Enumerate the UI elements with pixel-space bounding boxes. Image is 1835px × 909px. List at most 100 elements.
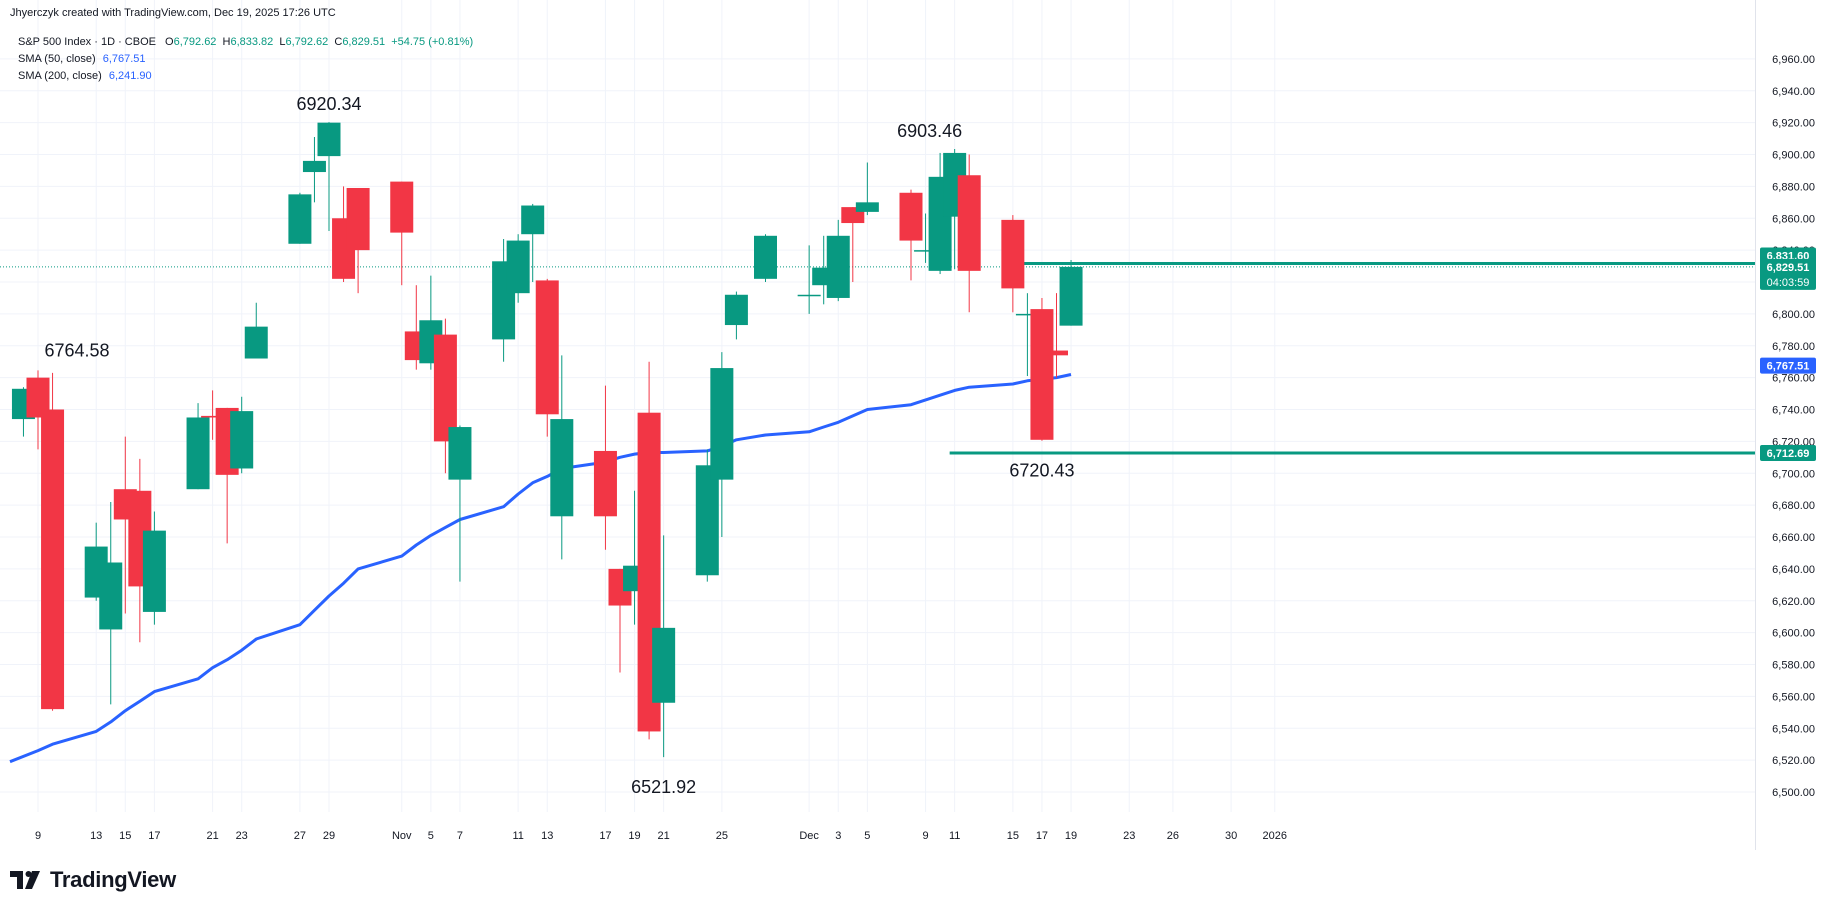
time-tick-label: 9 — [922, 830, 928, 842]
candle-body — [244, 326, 268, 359]
sma50-label: SMA (50, close) — [18, 53, 96, 65]
time-tick-label: 13 — [541, 830, 553, 842]
candle-body — [1030, 309, 1054, 440]
candle — [652, 535, 676, 758]
low-value: 6,792.62 — [285, 36, 329, 48]
price-annotation: 6764.58 — [44, 340, 109, 360]
price-tick-label: 6,540.00 — [1772, 723, 1815, 735]
price-tick-label: 6,960.00 — [1772, 54, 1815, 66]
candle-body — [346, 187, 370, 251]
time-tick-label: 2026 — [1263, 830, 1287, 842]
chart-legend: S&P 500 Index · 1D · CBOE O6,792.62 H6,8… — [18, 34, 473, 85]
candle-body — [521, 205, 545, 235]
close-value: 6,829.51 — [342, 36, 386, 48]
candle-body — [855, 202, 879, 212]
price-annotation: 6903.46 — [897, 121, 962, 141]
price-tick-label: 6,560.00 — [1772, 691, 1815, 703]
time-tick-label: 5 — [864, 830, 870, 842]
candle — [710, 352, 734, 538]
price-tick-label: 6,760.00 — [1772, 373, 1815, 385]
price-tick-label: 6,740.00 — [1772, 405, 1815, 417]
price-annotation: 6521.92 — [631, 777, 696, 797]
price-tick-label: 6,920.00 — [1772, 118, 1815, 130]
candle-body — [288, 194, 312, 244]
candle-body — [317, 122, 341, 157]
sma50-legend-row[interactable]: SMA (50, close) 6,767.51 — [18, 51, 473, 68]
candle-body — [302, 160, 326, 173]
candle — [448, 425, 472, 582]
sma200-value: 6,241.90 — [108, 70, 152, 82]
sma200-legend-row[interactable]: SMA (200, close) 6,241.90 — [18, 68, 473, 85]
ohlc-legend-row[interactable]: S&P 500 Index · 1D · CBOE O6,792.62 H6,8… — [18, 34, 473, 51]
candle — [1015, 293, 1039, 377]
candle-body — [957, 175, 981, 271]
open-label: O — [165, 36, 174, 48]
price-axis: 6,500.00 6,520.00 6,540.00 6,560.00 6,580.00… — [1772, 54, 1815, 799]
candle — [288, 192, 312, 244]
candle-body — [230, 411, 254, 469]
candle — [506, 234, 530, 303]
time-axis: 9 13 15 17 21 23 27 29 Nov 5 7 11 13 17 19 21 25 Dec 3 5 9 11… — [35, 830, 1287, 842]
candle-body — [142, 530, 166, 612]
candles-layer — [11, 122, 1083, 758]
candle — [317, 122, 341, 232]
candle-body — [1015, 313, 1039, 316]
price-annotation: 6720.43 — [1009, 461, 1074, 481]
change-value: +54.75 (+0.81%) — [391, 36, 474, 48]
last-price-tag-bg — [1760, 258, 1816, 290]
last-price-tag: 6,829.51 — [1767, 262, 1810, 274]
candle — [521, 203, 545, 283]
open-value: 6,792.62 — [173, 36, 217, 48]
candle — [1030, 297, 1054, 441]
time-tick-label: 13 — [90, 830, 102, 842]
candle-body — [797, 294, 821, 297]
candle-body — [1045, 350, 1068, 356]
sma-price-tag: 6,767.51 — [1767, 361, 1810, 373]
candle-body — [1001, 219, 1025, 289]
candle-body — [26, 377, 50, 418]
candle — [26, 370, 50, 450]
candle — [724, 291, 748, 340]
price-tick-label: 6,700.00 — [1772, 468, 1815, 480]
candle — [593, 385, 617, 550]
time-tick-label: 3 — [835, 830, 841, 842]
candle-body — [535, 280, 559, 415]
candle — [550, 355, 574, 560]
brand-name: TradingView — [50, 867, 176, 892]
tradingview-brand[interactable]: TradingView — [10, 867, 176, 892]
candle — [797, 245, 821, 314]
candle-body — [652, 627, 676, 703]
candle-body — [1059, 266, 1083, 326]
time-tick-label: 26 — [1167, 830, 1179, 842]
high-value: 6,833.82 — [230, 36, 274, 48]
time-tick-label: 17 — [1036, 830, 1048, 842]
price-tick-label: 6,860.00 — [1772, 213, 1815, 225]
candle-body — [695, 465, 719, 576]
candle — [41, 372, 65, 711]
price-tick-label: 6,620.00 — [1772, 596, 1815, 608]
time-tick-label: 30 — [1225, 830, 1237, 842]
time-tick-label: 23 — [1123, 830, 1135, 842]
sma200-label: SMA (200, close) — [18, 70, 102, 82]
sma-price-tag-bg — [1760, 357, 1816, 374]
candle-body — [710, 368, 734, 480]
price-tick-label: 6,800.00 — [1772, 309, 1815, 321]
price-tick-label: 6,640.00 — [1772, 564, 1815, 576]
candle — [535, 278, 559, 437]
price-tick-label: 6,500.00 — [1772, 787, 1815, 799]
price-tick-label: 6,520.00 — [1772, 755, 1815, 767]
price-tick-label: 6,940.00 — [1772, 86, 1815, 98]
candle — [346, 187, 370, 294]
candle-body — [914, 250, 938, 252]
candle-body — [724, 294, 748, 326]
time-tick-label: 27 — [294, 830, 306, 842]
bar-countdown: 04:03:59 — [1767, 277, 1810, 289]
time-tick-label: 11 — [949, 830, 960, 842]
candle — [899, 189, 923, 281]
candle-body — [186, 417, 210, 490]
candle-body — [506, 240, 530, 294]
chart-grid — [0, 0, 1755, 812]
time-tick-label: 21 — [206, 830, 218, 842]
